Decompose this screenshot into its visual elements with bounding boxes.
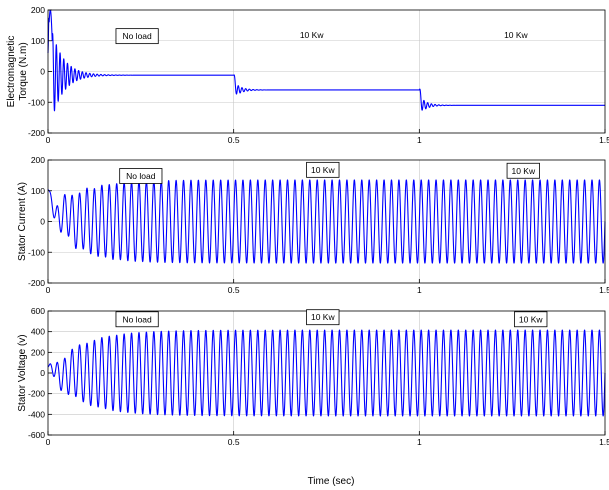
- annotation-box: [119, 168, 163, 184]
- annotation-label: No load: [126, 171, 156, 181]
- annotation-label: 10 Kw: [311, 165, 335, 175]
- x-tick-label: 1: [417, 437, 422, 447]
- y-tick-label: 200: [31, 347, 45, 357]
- series-line: [47, 9, 606, 112]
- annotation-label: 10 Kw: [311, 312, 335, 322]
- chart-panel-stator-current: 0 0.5 1 1.5 -200 -100 0 100 200 Stator Current (A…: [17, 155, 609, 295]
- annotation-label: 10 Kw: [511, 166, 535, 176]
- y-tick-label: -100: [28, 247, 45, 257]
- annotation-label: 10 Kw: [519, 314, 543, 324]
- annotation-box: [306, 161, 340, 178]
- annotation-label: No load: [122, 31, 152, 41]
- y-tick-label: -400: [28, 409, 45, 419]
- x-tick-label: 1.5: [599, 285, 609, 295]
- y-axis-label: Electromagnetic: [6, 36, 17, 108]
- y-tick-label: 200: [31, 5, 45, 15]
- y-tick-label: 0: [40, 368, 45, 378]
- y-tick-label: -600: [28, 430, 45, 440]
- chart-panel-stator-voltage: 0 0.5 1 1.5 -600 -400 -200 0 200 400 600 Stator Vol…: [17, 306, 609, 447]
- x-tick-label: 0: [46, 285, 51, 295]
- y-tick-label: 200: [31, 155, 45, 165]
- y-tick-label: 0: [40, 67, 45, 77]
- y-axis-label: Stator Voltage (v): [17, 334, 28, 411]
- chart-panel-torque: 0 0.5 1 1.5 -200 -100 0 100 200 Electromagnetic To…: [6, 5, 609, 145]
- annotation-box: [115, 311, 159, 328]
- y-tick-label: -200: [28, 278, 45, 288]
- x-tick-label: 0.5: [228, 135, 240, 145]
- annotation-label: 10 Kw: [504, 30, 528, 40]
- y-tick-label: 0: [40, 217, 45, 227]
- x-axis-label: Time (sec): [308, 476, 355, 487]
- x-tick-label: 0: [46, 135, 51, 145]
- series-line: [47, 179, 606, 264]
- annotation-box: [506, 162, 540, 179]
- annotation-box: [514, 311, 548, 328]
- y-axis-label: Stator Current (A): [17, 182, 28, 261]
- y-tick-label: 100: [31, 36, 45, 46]
- x-tick-label: 0.5: [228, 285, 240, 295]
- x-tick-label: 1: [417, 285, 422, 295]
- annotation-label: No load: [122, 314, 152, 324]
- y-tick-label: -200: [28, 128, 45, 138]
- x-tick-label: 1: [417, 135, 422, 145]
- x-tick-label: 0: [46, 437, 51, 447]
- y-axis-label: Torque (N.m): [18, 42, 29, 100]
- annotation-box: [115, 28, 159, 45]
- x-tick-label: 1.5: [599, 437, 609, 447]
- y-tick-label: -100: [28, 97, 45, 107]
- series-line: [47, 329, 606, 417]
- x-tick-label: 1.5: [599, 135, 609, 145]
- x-tick-label: 0.5: [228, 437, 240, 447]
- annotation-box: [306, 309, 340, 326]
- y-tick-label: 600: [31, 306, 45, 316]
- annotation-label: 10 Kw: [300, 30, 324, 40]
- y-tick-label: -200: [28, 389, 45, 399]
- y-tick-label: 400: [31, 327, 45, 337]
- y-tick-label: 100: [31, 186, 45, 196]
